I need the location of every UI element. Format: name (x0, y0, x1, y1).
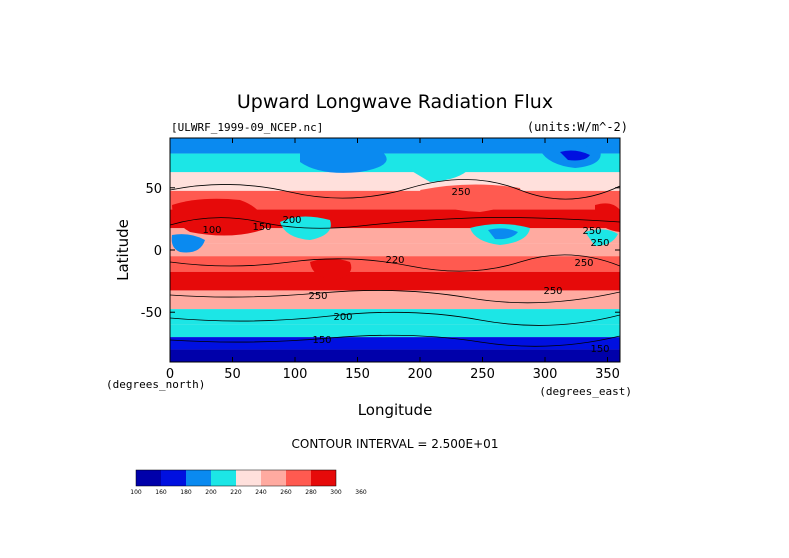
contour-label: 200 (333, 312, 352, 323)
colorbar-swatch (186, 470, 211, 486)
axes: 0 50 100 150 200 250 300 350 -50 0 50 (141, 138, 620, 382)
contour-label: 250 (451, 187, 470, 198)
y-tick-label: -50 (141, 306, 162, 321)
contour-label: 200 (282, 215, 301, 226)
colorbar-level-label: 160 (155, 489, 167, 496)
north-cold-patch (300, 145, 387, 173)
y-axis-units: (degrees_north) (106, 378, 205, 391)
arabia-hot (595, 203, 620, 232)
latitude-band (170, 349, 620, 362)
contour-label: 250 (590, 238, 609, 249)
contour-label: 100 (202, 225, 221, 236)
latitude-band (170, 290, 620, 310)
contour-label: 150 (252, 222, 271, 233)
x-axis-units: (degrees_east) (539, 385, 632, 398)
contour-label: 250 (582, 226, 601, 237)
x-tick-label: 150 (345, 367, 370, 382)
units-label: (units:W/m^-2) (527, 120, 628, 134)
colorbar-level-label: 260 (280, 489, 292, 496)
colorbar-level-label: 200 (205, 489, 217, 496)
contour-label: 250 (543, 286, 562, 297)
colorbar-level-label: 240 (255, 489, 267, 496)
siberia-patch (410, 164, 470, 182)
colorbar-swatch (311, 470, 336, 486)
colorbar-swatch (261, 470, 286, 486)
regional-features (171, 145, 620, 280)
arctic-dark (560, 150, 590, 161)
latitude-band (170, 172, 620, 191)
amazon-core (488, 228, 518, 240)
latitude-band (170, 256, 620, 272)
contour-label: 250 (574, 258, 593, 269)
x-tick-label: 100 (283, 367, 308, 382)
north-pacific-warm (420, 184, 521, 212)
contour-label: 220 (385, 255, 404, 266)
chart-title: Upward Longwave Radiation Flux (237, 91, 553, 113)
latitude-bands (170, 138, 620, 362)
contours (170, 179, 620, 347)
latitude-band (170, 271, 620, 291)
colorbar-swatch (286, 470, 311, 486)
colorbar-level-label: 180 (180, 489, 192, 496)
sahara-hot (172, 198, 264, 236)
file-label: [ULWRF_1999-09_NCEP.nc] (171, 121, 323, 134)
x-tick-label: 300 (533, 367, 558, 382)
contour-label: 150 (312, 335, 331, 346)
colorbar: 100 160 180 200 220 240 260 280 300 360 (130, 469, 367, 496)
y-tick-label: 50 (145, 182, 162, 197)
x-tick-label: 0 (166, 367, 174, 382)
x-tick-label: 50 (224, 367, 241, 382)
x-tick-label: 350 (595, 367, 620, 382)
contour-label: 150 (590, 344, 609, 355)
colorbar-swatch (136, 470, 161, 486)
colorbar-frame (135, 469, 337, 487)
contour-label: 250 (308, 291, 327, 302)
contour-interval-note: CONTOUR INTERVAL = 2.500E+01 (292, 437, 499, 451)
colorbar-swatch (161, 470, 186, 486)
equatorial-convection-west (171, 234, 205, 253)
colorbar-level-label: 220 (230, 489, 242, 496)
x-tick-label: 250 (470, 367, 495, 382)
colorbar-level-label: 360 (355, 489, 367, 496)
colorbar-swatch (236, 470, 261, 486)
latitude-band (170, 324, 620, 338)
latitude-band (170, 138, 620, 154)
latitude-band (170, 153, 620, 173)
colorbar-swatch (211, 470, 236, 486)
x-tick-label: 200 (408, 367, 433, 382)
colorbar-level-label: 280 (305, 489, 317, 496)
central-america-convection (585, 229, 618, 246)
latitude-band (170, 337, 620, 350)
latitude-band (170, 243, 620, 257)
y-tick-label: 0 (154, 244, 162, 259)
y-axis-label: Latitude (114, 219, 132, 281)
latitude-band (170, 309, 620, 325)
colorbar-level-label: 100 (130, 489, 142, 496)
australia-hot (310, 258, 352, 280)
x-axis-label: Longitude (358, 401, 433, 419)
colorbar-level-label: 300 (330, 489, 342, 496)
